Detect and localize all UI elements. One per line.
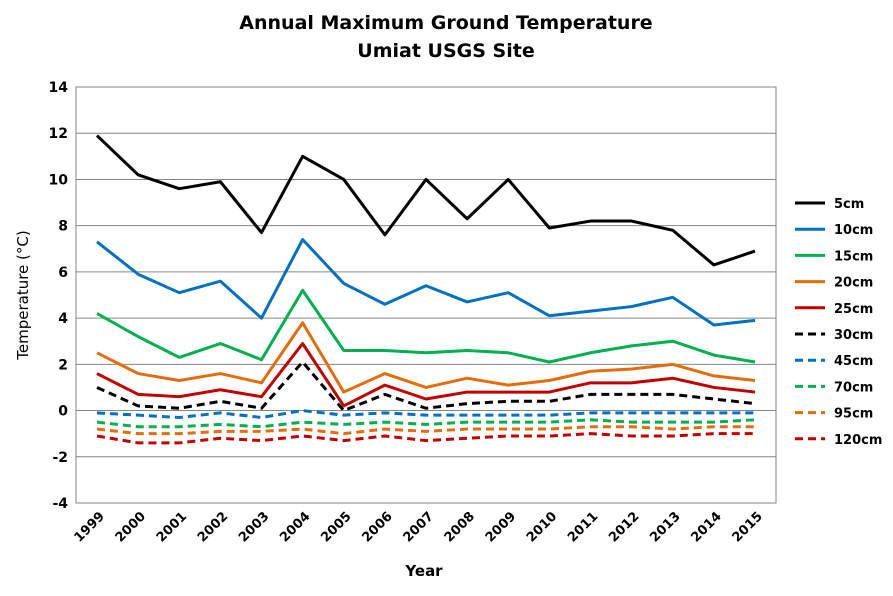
series-line-70cm (96, 418, 756, 429)
legend-label: 120cm (834, 433, 882, 448)
y-axis-label: Temperature (°C) (14, 230, 32, 360)
legend-label: 20cm (834, 276, 873, 291)
chart-subtitle: Umiat USGS Site (357, 40, 534, 62)
x-tick-label: 2006 (360, 509, 396, 545)
series-line-25cm (96, 342, 756, 408)
series-line-10cm (96, 238, 756, 327)
legend-label: 30cm (834, 328, 873, 343)
plot-area (75, 86, 777, 504)
y-tick-label: -4 (52, 496, 68, 512)
x-tick-label: 2010 (524, 509, 560, 545)
x-axis-label: Year (404, 562, 443, 580)
series-line-30cm (96, 360, 756, 413)
x-tick-label: 2003 (236, 509, 272, 545)
y-tick-label: 6 (58, 265, 68, 281)
series-line-15cm (96, 288, 756, 364)
series-line-20cm (96, 321, 756, 394)
x-tick-label: 2004 (277, 509, 313, 545)
x-tick-label: 2009 (483, 509, 519, 545)
x-tick-label: 2011 (565, 509, 601, 545)
x-tick-label: 2015 (730, 509, 766, 545)
legend-label: 10cm (834, 223, 873, 238)
y-tick-label: 0 (58, 404, 68, 420)
y-tick-label: 2 (58, 357, 68, 373)
legend-label: 45cm (834, 354, 873, 369)
x-tick-label: 2012 (606, 509, 642, 545)
x-tick-label: 2013 (647, 509, 683, 545)
y-tick-label: 4 (58, 311, 68, 327)
legend-label: 5cm (834, 197, 864, 212)
series-line-120cm (96, 432, 755, 445)
y-tick-label: 12 (49, 126, 68, 142)
legend-label: 25cm (834, 302, 873, 317)
chart-title: Annual Maximum Ground Temperature (239, 12, 652, 34)
y-tick-label: -2 (52, 450, 68, 466)
x-tick-label: 2000 (113, 509, 149, 545)
x-tick-label: 2014 (689, 509, 725, 545)
x-tick-label: 2008 (442, 509, 478, 545)
series-line-95cm (96, 425, 755, 436)
x-tick-label: 1999 (72, 509, 108, 545)
x-tick-label: 2007 (401, 509, 437, 545)
legend-label: 15cm (834, 249, 873, 264)
series-line-5cm (95, 134, 756, 267)
legend-label: 70cm (834, 380, 873, 395)
x-tick-label: 2002 (195, 509, 231, 545)
legend-label: 95cm (834, 407, 873, 422)
series-line-45cm (96, 409, 755, 419)
x-tick-label: 2005 (318, 509, 354, 545)
y-tick-label: 14 (49, 80, 69, 96)
x-tick-label: 2001 (154, 509, 190, 545)
y-tick-label: 8 (58, 219, 68, 235)
y-tick-label: 10 (49, 172, 69, 188)
